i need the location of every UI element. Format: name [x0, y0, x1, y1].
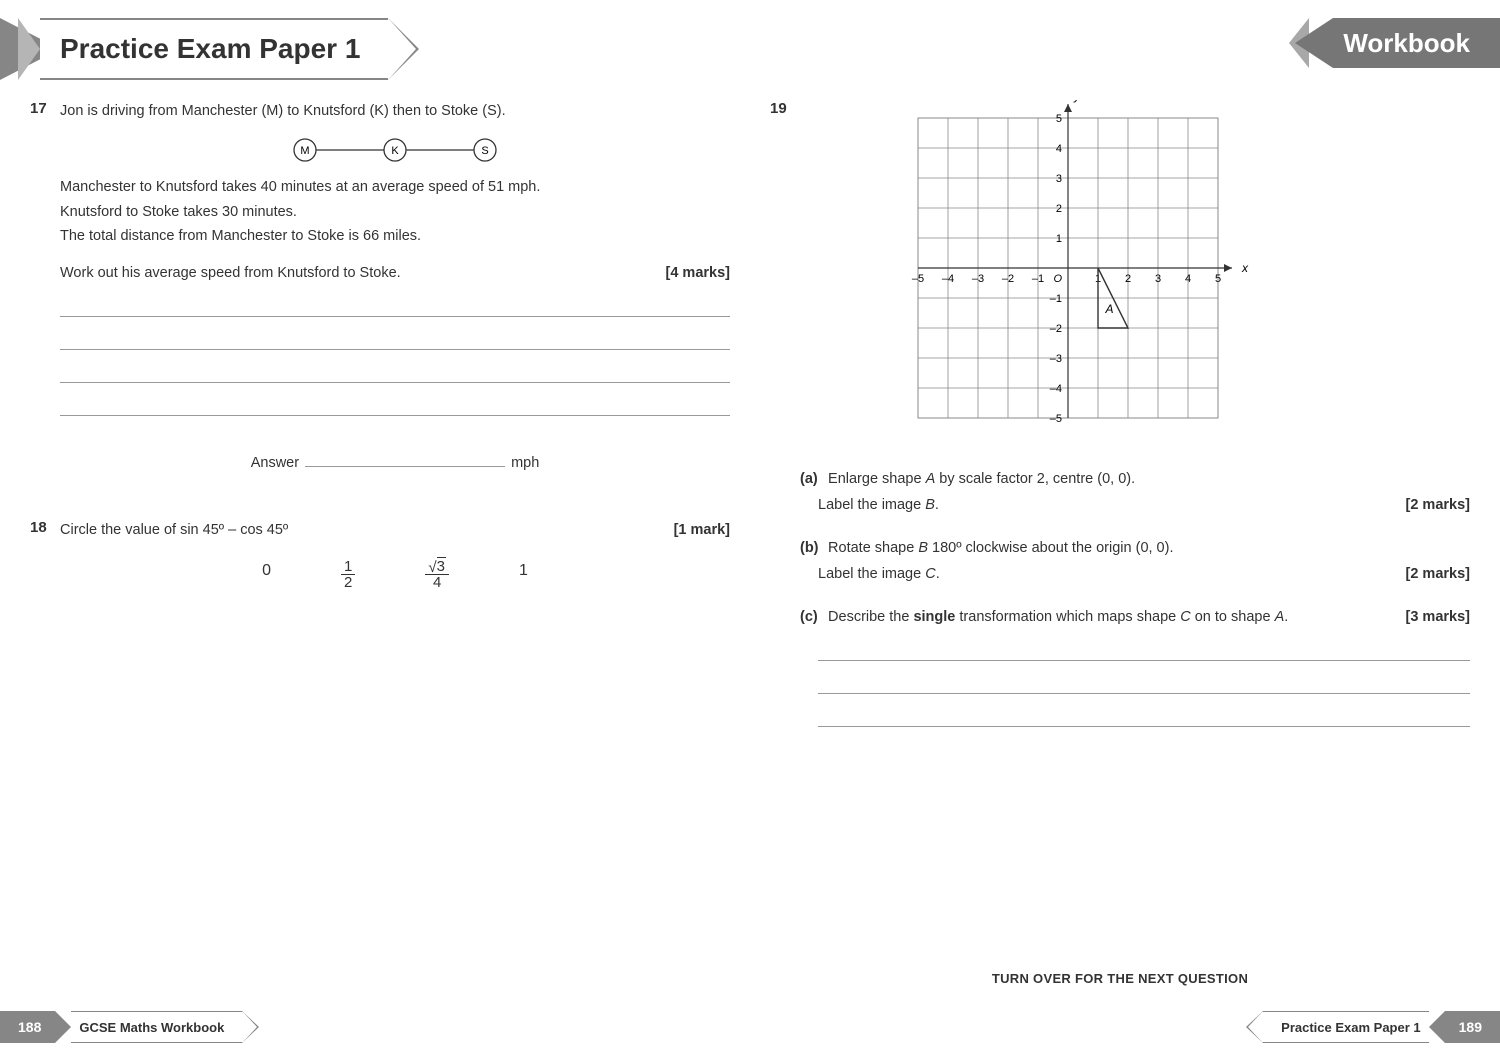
answer-label: Answer	[251, 452, 299, 474]
svg-text:5: 5	[1056, 113, 1062, 125]
header-right-tab: Workbook	[1289, 18, 1500, 68]
q17-line2: Knutsford to Stoke takes 30 minutes.	[60, 201, 730, 223]
svg-text:4: 4	[1185, 273, 1191, 285]
page-title-left: Practice Exam Paper 1	[40, 18, 388, 80]
part-c-marks: [3 marks]	[1395, 606, 1470, 628]
svg-text:A: A	[1105, 302, 1114, 316]
answer-line	[60, 316, 730, 317]
svg-text:–1: –1	[1032, 273, 1044, 285]
svg-text:–1: –1	[1050, 293, 1062, 305]
svg-text:–4: –4	[1050, 383, 1062, 395]
svg-text:x: x	[1241, 261, 1249, 275]
svg-text:K: K	[391, 145, 399, 157]
svg-text:–2: –2	[1002, 273, 1014, 285]
question-18: 18 Circle the value of sin 45º – cos 45º…	[30, 519, 730, 590]
q17-answer-row: Answer mph	[60, 452, 730, 474]
answer-blank	[305, 453, 505, 468]
part-a-label: (a)	[800, 468, 824, 490]
option-d: 1	[519, 559, 528, 590]
q17-route-diagram: MKS	[285, 136, 505, 164]
header-left-tab: Practice Exam Paper 1	[0, 18, 388, 80]
page-number-right: 189	[1445, 1011, 1500, 1043]
q17-task: Work out his average speed from Knutsfor…	[60, 262, 401, 284]
svg-text:–2: –2	[1050, 323, 1062, 335]
q18-text: Circle the value of sin 45º – cos 45º	[60, 519, 288, 541]
option-c: 3 4	[425, 559, 449, 590]
svg-text:4: 4	[1056, 143, 1062, 155]
q17-line1: Manchester to Knutsford takes 40 minutes…	[60, 176, 730, 198]
question-number: 17	[30, 100, 60, 475]
svg-text:–3: –3	[1050, 353, 1062, 365]
answer-unit: mph	[511, 452, 539, 474]
answer-line	[60, 415, 730, 416]
answer-line	[60, 349, 730, 350]
option-b: 1 2	[341, 559, 355, 590]
svg-text:5: 5	[1215, 273, 1221, 285]
svg-text:–4: –4	[942, 273, 954, 285]
coordinate-grid: –5–4–3–2–112345–5–4–3–2–112345OxyA	[900, 100, 1266, 446]
question-17: 17 Jon is driving from Manchester (M) to…	[30, 100, 730, 475]
footer-right: Practice Exam Paper 1 189	[1262, 1011, 1500, 1043]
svg-text:–5: –5	[1050, 413, 1062, 425]
svg-text:2: 2	[1056, 203, 1062, 215]
svg-text:3: 3	[1056, 173, 1062, 185]
header-left-chevron-inner	[18, 18, 40, 80]
question-number: 19	[770, 100, 800, 727]
answer-line	[60, 382, 730, 383]
part-a-marks: [2 marks]	[1395, 494, 1470, 516]
svg-text:S: S	[481, 145, 488, 157]
q18-marks: [1 mark]	[655, 519, 730, 541]
svg-text:2: 2	[1125, 273, 1131, 285]
answer-line	[818, 660, 1470, 661]
part-c-label: (c)	[800, 606, 824, 628]
footer-left: 188 GCSE Maths Workbook	[0, 1011, 243, 1043]
svg-text:y: y	[1073, 100, 1081, 103]
page-title-right: Workbook	[1333, 18, 1500, 68]
q18-options: 0 1 2 3 4 1	[60, 559, 730, 590]
question-number: 18	[30, 519, 60, 590]
page-188: 17 Jon is driving from Manchester (M) to…	[30, 100, 730, 620]
q17-intro: Jon is driving from Manchester (M) to Kn…	[60, 100, 730, 122]
footer-right-label: Practice Exam Paper 1	[1262, 1011, 1428, 1043]
q17-line3: The total distance from Manchester to St…	[60, 225, 730, 247]
part-b-marks: [2 marks]	[1395, 563, 1470, 585]
answer-line	[818, 693, 1470, 694]
svg-text:O: O	[1053, 273, 1062, 285]
svg-text:3: 3	[1155, 273, 1161, 285]
question-19: 19 –5–4–3–2–112345–5–4–3–2–112345OxyA (a…	[770, 100, 1470, 727]
header-right-chevron	[1295, 18, 1333, 68]
q17-marks: [4 marks]	[655, 262, 730, 284]
page-189: 19 –5–4–3–2–112345–5–4–3–2–112345OxyA (a…	[770, 100, 1470, 757]
svg-text:–3: –3	[972, 273, 984, 285]
page-number-left: 188	[0, 1011, 55, 1043]
part-b-label: (b)	[800, 537, 824, 559]
option-a: 0	[262, 559, 271, 590]
svg-text:1: 1	[1056, 233, 1062, 245]
answer-line	[818, 726, 1470, 727]
footer-left-label: GCSE Maths Workbook	[71, 1011, 243, 1043]
svg-text:M: M	[300, 145, 309, 157]
svg-text:–5: –5	[912, 273, 924, 285]
turn-over-text: TURN OVER FOR THE NEXT QUESTION	[770, 971, 1470, 986]
